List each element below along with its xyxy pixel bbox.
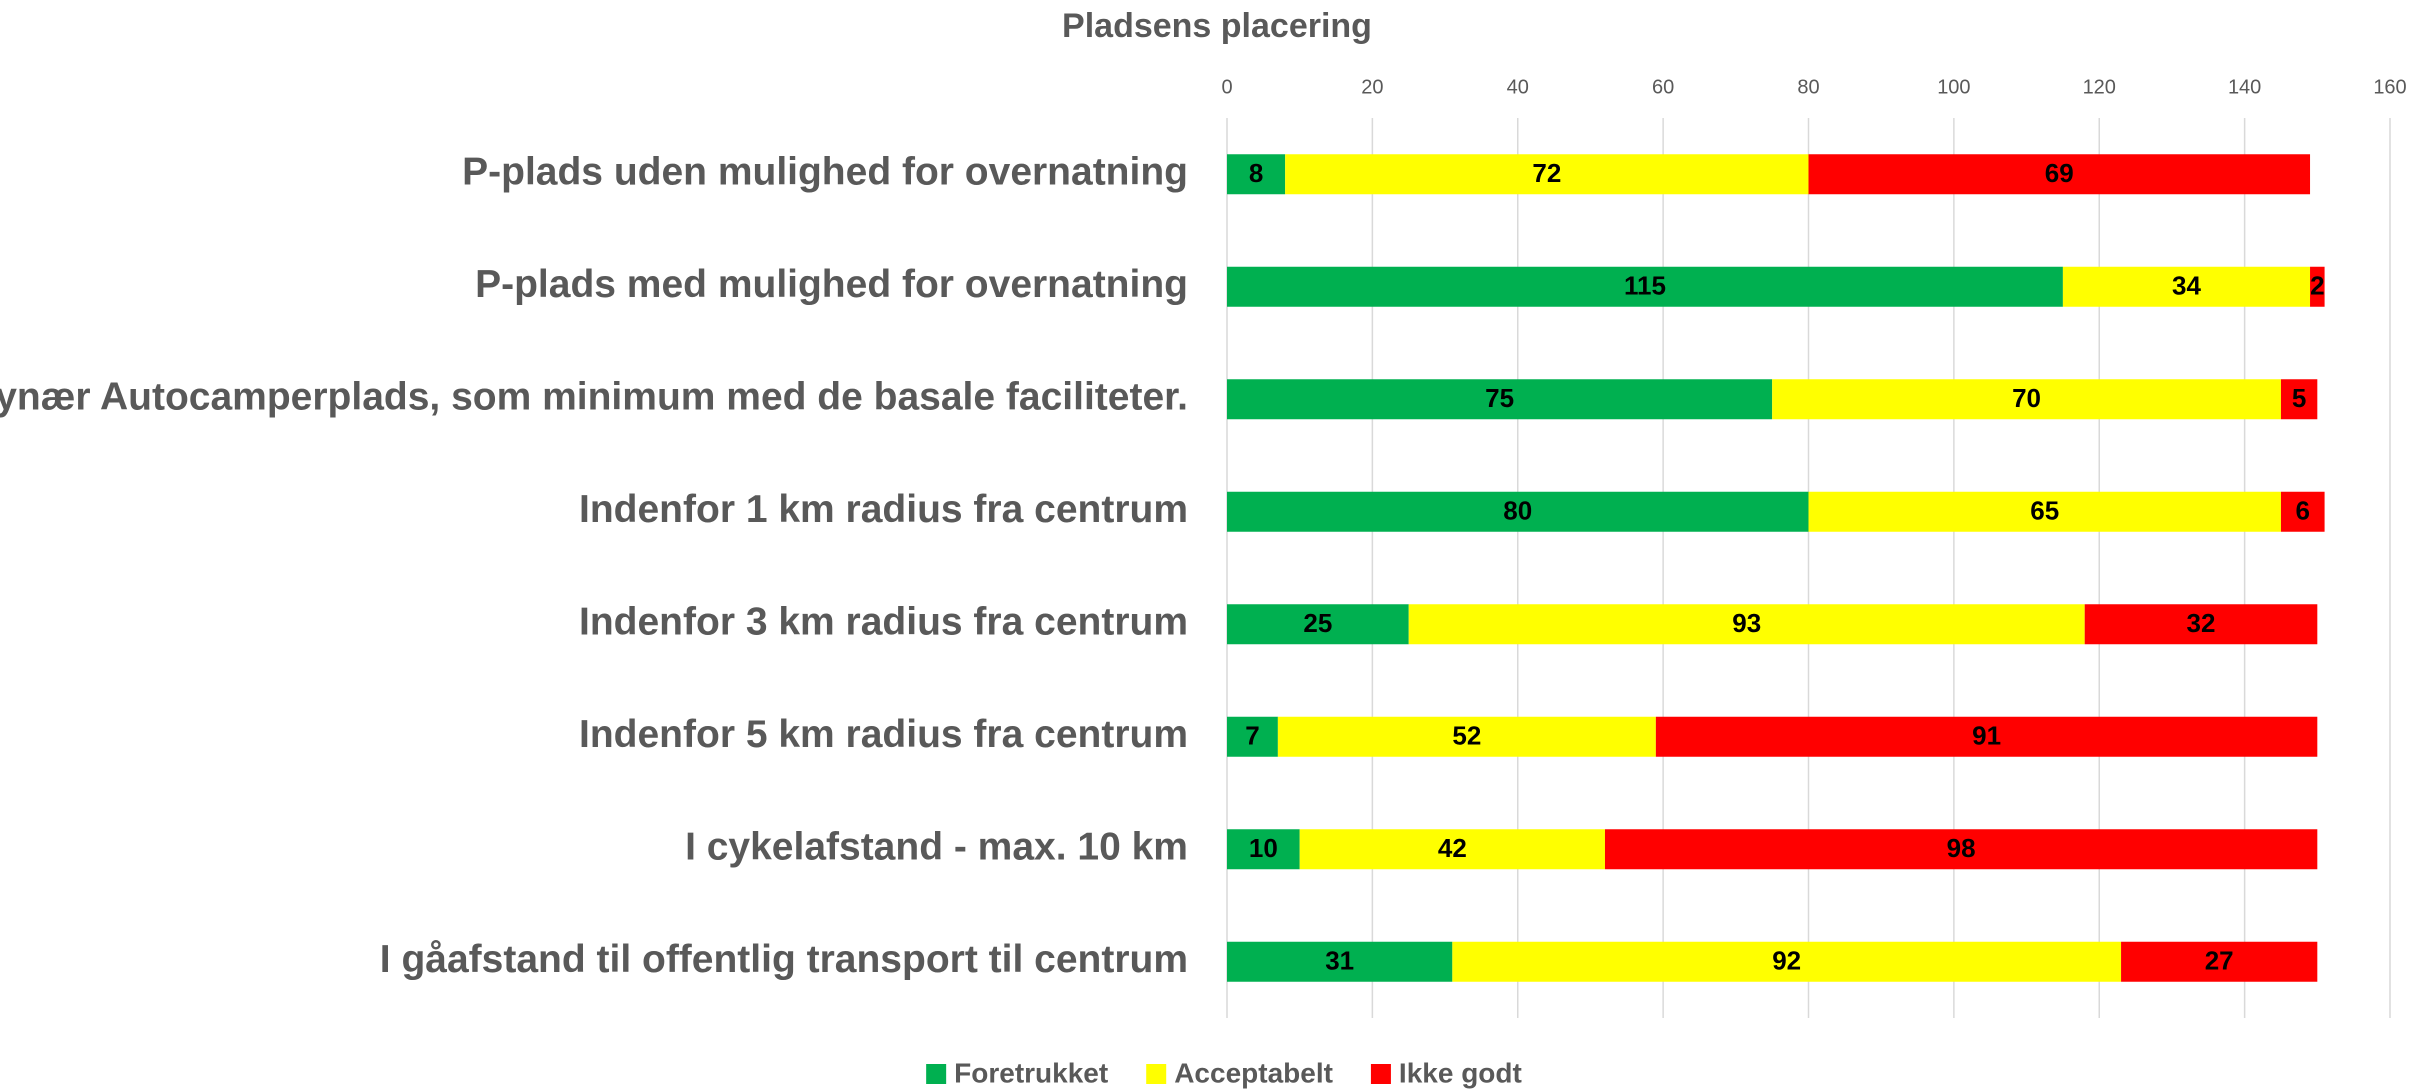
legend-swatch [926, 1064, 947, 1084]
bar-segment [1285, 154, 1809, 195]
bar-segment [1299, 829, 1605, 870]
bar-segment [1227, 379, 1773, 420]
x-tick-label: 0 [1221, 76, 1232, 98]
data-label: 92 [1772, 946, 1801, 976]
data-label: 25 [1303, 608, 1332, 638]
bar-segment [2280, 491, 2325, 532]
legend-label: Acceptabelt [1174, 1057, 1333, 1088]
bar-segment [2062, 266, 2311, 307]
bar-segment [1408, 604, 2085, 645]
data-label: 80 [1503, 496, 1532, 526]
legend-label: Ikke godt [1399, 1057, 1522, 1088]
data-label: 27 [2205, 946, 2234, 976]
x-tick-label: 40 [1507, 76, 1529, 98]
bar-segment [1808, 491, 2281, 532]
data-label: 6 [2296, 496, 2310, 526]
bar-segment [1227, 829, 1300, 870]
bar-segment [2084, 604, 2318, 645]
category-label: P-plads med mulighed for overnatning [475, 263, 1188, 306]
bar-segment [1452, 941, 2122, 982]
x-tick-label: 160 [2373, 76, 2406, 98]
legend-label: Foretrukket [954, 1057, 1108, 1088]
data-label: 34 [2172, 271, 2201, 301]
bar-segment [1227, 716, 1278, 757]
data-label: 7 [1245, 721, 1259, 751]
bar-segment [1227, 941, 1453, 982]
data-label: 31 [1325, 946, 1354, 976]
data-label: 69 [2045, 158, 2074, 188]
x-tick-label: 140 [2228, 76, 2261, 98]
x-tick-label: 80 [1797, 76, 1819, 98]
category-label: Indenfor 3 km radius fra centrum [579, 601, 1188, 644]
data-label: 2 [2310, 271, 2324, 301]
bar-segment [1655, 716, 2318, 757]
legend-swatch [1146, 1064, 1167, 1084]
bar-segment [1227, 266, 2063, 307]
data-label: 91 [1972, 721, 2001, 751]
bar-segment [1227, 491, 1809, 532]
bar-segment [1277, 716, 1656, 757]
x-tick-label: 100 [1937, 76, 1970, 98]
data-label: 93 [1732, 608, 1761, 638]
x-tick-label: 120 [2083, 76, 2116, 98]
data-label: 42 [1438, 833, 1467, 863]
bar-segment [2280, 379, 2318, 420]
chart-title: Pladsens placering [1062, 7, 1372, 45]
legend-swatch [1370, 1064, 1391, 1084]
data-label: 70 [2012, 383, 2041, 413]
bar-segment [1808, 154, 2311, 195]
bar-segment [1604, 829, 2318, 870]
data-label: 65 [2030, 496, 2059, 526]
category-label: P-plads uden mulighed for overnatning [462, 151, 1188, 194]
data-label: 98 [1947, 833, 1976, 863]
category-label: Indenfor 5 km radius fra centrum [579, 713, 1188, 756]
bar-segment [1227, 154, 1286, 195]
data-label: 72 [1532, 158, 1561, 188]
bar-segment [2310, 266, 2325, 307]
data-label: 52 [1452, 721, 1481, 751]
data-label: 8 [1249, 158, 1263, 188]
data-label: 32 [2187, 608, 2216, 638]
x-tick-label: 20 [1361, 76, 1383, 98]
data-label: 10 [1249, 833, 1278, 863]
bar-segment [1772, 379, 2281, 420]
data-label: 75 [1485, 383, 1514, 413]
category-label: Indenfor 1 km radius fra centrum [579, 488, 1188, 531]
data-label: 115 [1624, 271, 1666, 301]
x-tick-label: 60 [1652, 76, 1674, 98]
category-label: I cykelafstand - max. 10 km [685, 826, 1188, 869]
category-label: I gåafstand til offentlig transport til … [380, 938, 1188, 981]
bar-segment [2121, 941, 2318, 982]
category-label: Bynær Autocamperplads, som minimum med d… [0, 376, 1188, 419]
bar-segment [1227, 604, 1409, 645]
data-label: 5 [2292, 383, 2306, 413]
